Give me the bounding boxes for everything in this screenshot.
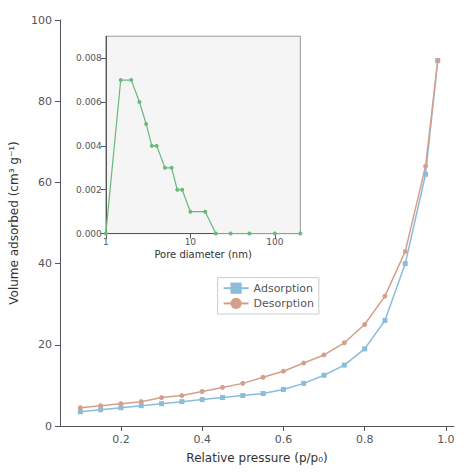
svg-text:0.2: 0.2 [112,433,129,446]
svg-text:0.006: 0.006 [76,97,102,107]
svg-text:0: 0 [45,420,52,433]
svg-text:1: 1 [103,237,109,247]
svg-text:1.0: 1.0 [437,433,455,446]
svg-text:0.6: 0.6 [275,433,293,446]
svg-text:0.8: 0.8 [356,433,374,446]
svg-text:0.002: 0.002 [76,185,102,195]
svg-text:60: 60 [38,176,52,189]
svg-text:100: 100 [31,14,52,27]
svg-text:Relative pressure (p/p₀): Relative pressure (p/p₀) [186,451,327,465]
svg-text:40: 40 [38,257,52,270]
svg-text:0.004: 0.004 [76,141,102,151]
svg-text:80: 80 [38,95,52,108]
svg-text:100: 100 [266,237,283,247]
svg-text:Desorption: Desorption [254,297,314,310]
svg-text:Volume adsorbed (cm³ g⁻¹): Volume adsorbed (cm³ g⁻¹) [7,141,21,304]
svg-text:Pore diameter (nm): Pore diameter (nm) [154,249,252,260]
svg-text:20: 20 [38,338,52,351]
svg-text:0.000: 0.000 [76,229,102,239]
svg-text:0.008: 0.008 [76,53,102,63]
svg-text:Adsorption: Adsorption [254,282,313,295]
svg-text:0.4: 0.4 [193,433,211,446]
svg-text:10: 10 [185,237,197,247]
